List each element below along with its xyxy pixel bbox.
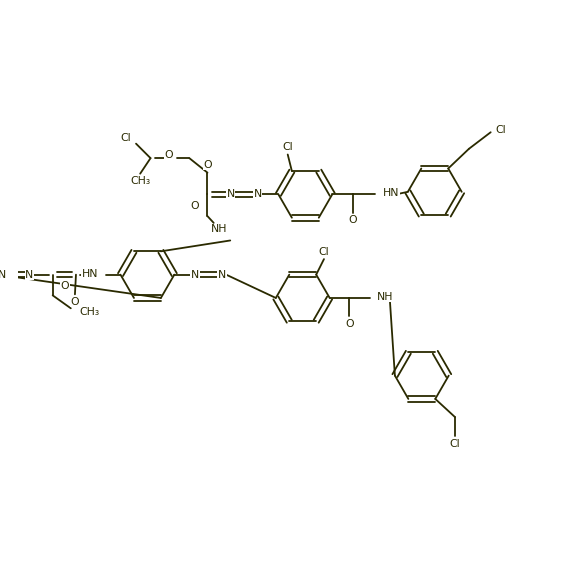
Text: O: O (348, 215, 358, 225)
Text: O: O (190, 201, 199, 211)
Text: N: N (191, 270, 199, 280)
Text: Cl: Cl (120, 133, 131, 144)
Text: N: N (0, 270, 7, 280)
Text: HN: HN (82, 268, 98, 279)
Text: N: N (218, 270, 226, 280)
Text: O: O (165, 150, 173, 160)
Text: CH₃: CH₃ (79, 307, 100, 317)
Text: N: N (25, 270, 33, 280)
Text: O: O (60, 281, 69, 291)
Text: N: N (253, 189, 262, 200)
Text: O: O (345, 319, 354, 329)
Text: Cl: Cl (283, 142, 293, 152)
Text: CH₃: CH₃ (130, 176, 150, 186)
Text: Cl: Cl (319, 247, 329, 257)
Text: HN: HN (383, 188, 400, 198)
Text: Cl: Cl (496, 125, 506, 135)
Text: O: O (203, 160, 212, 170)
Text: NH: NH (211, 224, 227, 234)
Text: NH: NH (377, 292, 394, 302)
Text: N: N (227, 189, 235, 200)
Text: O: O (70, 296, 79, 307)
Text: Cl: Cl (450, 439, 461, 450)
